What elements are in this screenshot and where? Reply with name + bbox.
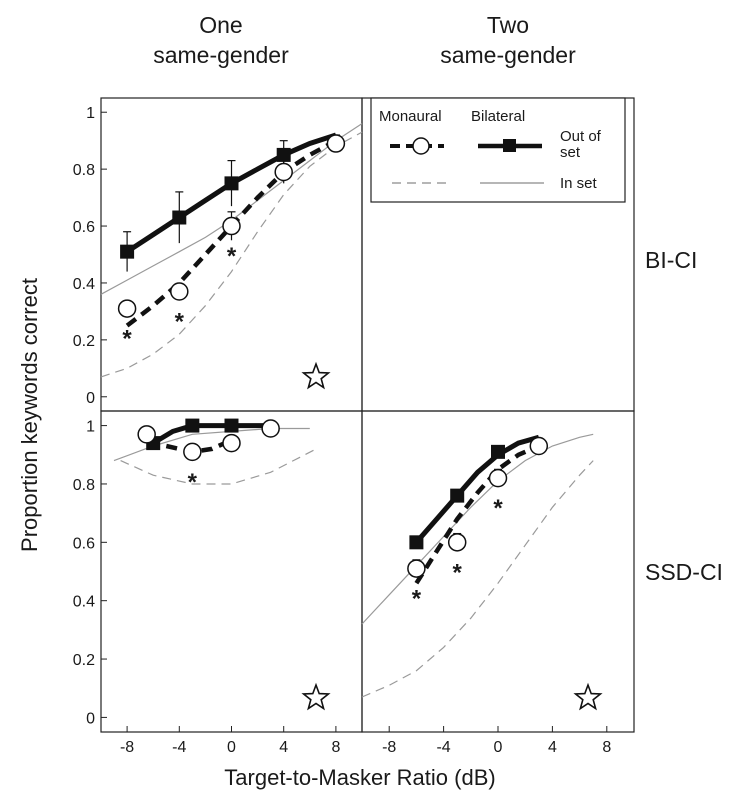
in-set-fit-monaural: [100, 131, 363, 378]
x-tick-label: 4: [279, 739, 288, 756]
legend-in-set-label: In set: [560, 175, 598, 192]
star-icon: [301, 361, 331, 390]
legend: Monaural Bilateral Out of set In set: [370, 97, 626, 203]
significance-asterisk: *: [175, 308, 185, 335]
legend-out-of-set-label-line1: Out of: [560, 128, 602, 145]
x-tick-label: 0: [227, 739, 236, 756]
panel-ssd-ci-two-same-gender: * * *: [361, 433, 603, 711]
y-tick-label: 0.2: [73, 333, 95, 350]
x-tick-label: 8: [602, 739, 611, 756]
y-tick-label: 0.4: [73, 276, 95, 293]
significance-asterisk: *: [227, 243, 237, 270]
bilateral-data-point: [224, 176, 239, 191]
monaural-data-point: [261, 419, 280, 438]
x-tick-label: 4: [548, 739, 557, 756]
monaural-data-point: [222, 216, 241, 236]
y-tick-label: 1: [86, 105, 95, 122]
out-of-set-fit-monaural: [414, 443, 540, 585]
panel-bi-ci-one-same-gender: * * *: [100, 123, 363, 390]
row-label-ssd-ci: SSD-CI: [645, 559, 723, 585]
y-axis-title: Proportion keywords correct: [17, 278, 42, 552]
column-title-1-line2: same-gender: [153, 42, 289, 68]
in-set-fit-monaural: [361, 460, 594, 698]
monaural-data-point: [447, 533, 467, 552]
x-axis-title: Target-to-Masker Ratio (dB): [224, 765, 495, 790]
monaural-data-point: [170, 282, 189, 301]
bilateral-data-point: [491, 444, 505, 459]
significance-asterisk: *: [122, 326, 132, 353]
bilateral-data-point: [450, 488, 465, 503]
column-title-1-line1: One: [199, 12, 242, 38]
y-tick-label: 0.8: [73, 162, 95, 179]
significance-asterisk: *: [453, 559, 463, 586]
bilateral-data-point: [172, 210, 187, 225]
x-tick-label: -8: [382, 739, 396, 756]
x-tick-label: -8: [120, 739, 134, 756]
y-tick-label: 0: [86, 710, 95, 727]
legend-bilateral-label: Bilateral: [471, 108, 525, 125]
significance-asterisk: *: [412, 586, 422, 613]
bilateral-data-point: [224, 418, 239, 433]
monaural-data-point: [222, 433, 241, 453]
panel-ssd-ci-one-same-gender: *: [113, 418, 331, 711]
bilateral-data-point: [409, 535, 424, 550]
x-tick-label: -4: [436, 739, 450, 756]
bilateral-data-point: [185, 418, 200, 433]
legend-out-of-set-label-line2: set: [560, 144, 581, 161]
panel-frame-bottom-left: [100, 410, 363, 733]
monaural-data-point: [488, 468, 508, 488]
y-tick-label: 0.4: [73, 594, 95, 611]
y-tick-label: 0.2: [73, 652, 95, 669]
monaural-data-point: [117, 299, 137, 318]
out-of-set-fit-bilateral: [151, 423, 278, 446]
in-set-fit-bilateral: [361, 433, 594, 625]
monaural-data-point: [274, 162, 293, 182]
y-tick-label: 0.6: [73, 535, 95, 552]
column-title-2-line2: same-gender: [440, 42, 576, 68]
star-icon: [573, 682, 603, 711]
row-label-bi-ci: BI-CI: [645, 247, 697, 273]
y-tick-label: 0.6: [73, 219, 95, 236]
monaural-data-point: [137, 425, 156, 444]
star-icon: [301, 682, 331, 711]
out-of-set-fit-monaural: [165, 438, 233, 455]
monaural-data-point: [529, 436, 549, 456]
legend-monaural-label: Monaural: [379, 108, 442, 125]
monaural-data-point: [407, 559, 426, 578]
y-tick-label: 1: [86, 419, 95, 436]
significance-asterisk: *: [493, 495, 503, 522]
monaural-data-point: [183, 442, 202, 462]
x-tick-label: -4: [172, 739, 186, 756]
legend-monaural-marker: [412, 137, 430, 155]
monaural-data-point: [326, 134, 346, 153]
y-tick-label: 0.8: [73, 477, 95, 494]
in-set-fit-monaural: [120, 448, 317, 485]
column-title-2-line1: Two: [487, 12, 529, 38]
y-tick-label: 0: [86, 390, 95, 407]
x-tick-label: 0: [494, 739, 503, 756]
panel-frame-bottom-right: [361, 410, 635, 733]
legend-bilateral-marker: [503, 139, 516, 152]
significance-asterisk: *: [188, 469, 198, 496]
x-tick-label: 8: [331, 739, 340, 756]
bilateral-data-point: [276, 147, 291, 162]
axis-ticks: -8 -4 0 4 8 -8 -4 0 4 8 0 0.2 0.4 0.6 0.8 1 0 0.2 0.4 0.6 0.…: [73, 105, 612, 756]
bilateral-data-point: [120, 244, 135, 259]
out-of-set-fit-bilateral: [414, 434, 540, 544]
